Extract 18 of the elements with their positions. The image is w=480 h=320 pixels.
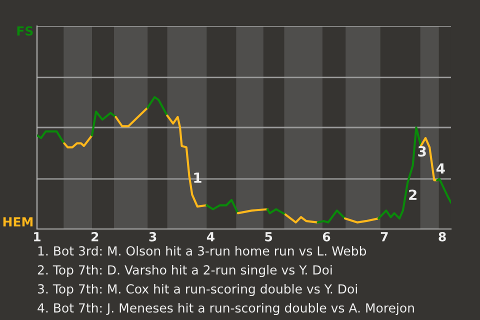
text: 1. Bot 3rd: M. Olson hit a 3-run home run vs L. Webb bbox=[38, 246, 366, 256]
annotation: 2 bbox=[409, 190, 416, 200]
text: HEM bbox=[3, 217, 33, 226]
text: 3. Top 7th: M. Cox hit a run-scoring double vs Y. Doi bbox=[38, 284, 357, 296]
annotation: 3 bbox=[418, 146, 426, 157]
text: FS bbox=[17, 26, 33, 36]
x-tick-label: 3 bbox=[149, 232, 156, 242]
x-tick-label: 8 bbox=[438, 232, 446, 242]
text: 4. Bot 7th: J. Meneses hit a run-scoring double vs A. Morejon bbox=[38, 302, 414, 316]
x-tick-label: 2 bbox=[92, 232, 98, 242]
x-tick-label: 4 bbox=[206, 232, 214, 242]
annotation: 1 bbox=[194, 172, 202, 183]
x-tick-label: 7 bbox=[380, 232, 388, 242]
x-tick-label: 6 bbox=[322, 232, 330, 242]
x-tick-label: 1 bbox=[34, 232, 40, 242]
annotation: 4 bbox=[436, 163, 445, 174]
text: 2. Top 7th: D. Varsho hit a 2-run single vs Y. Doi bbox=[38, 264, 332, 278]
x-tick-label: 5 bbox=[265, 232, 272, 242]
